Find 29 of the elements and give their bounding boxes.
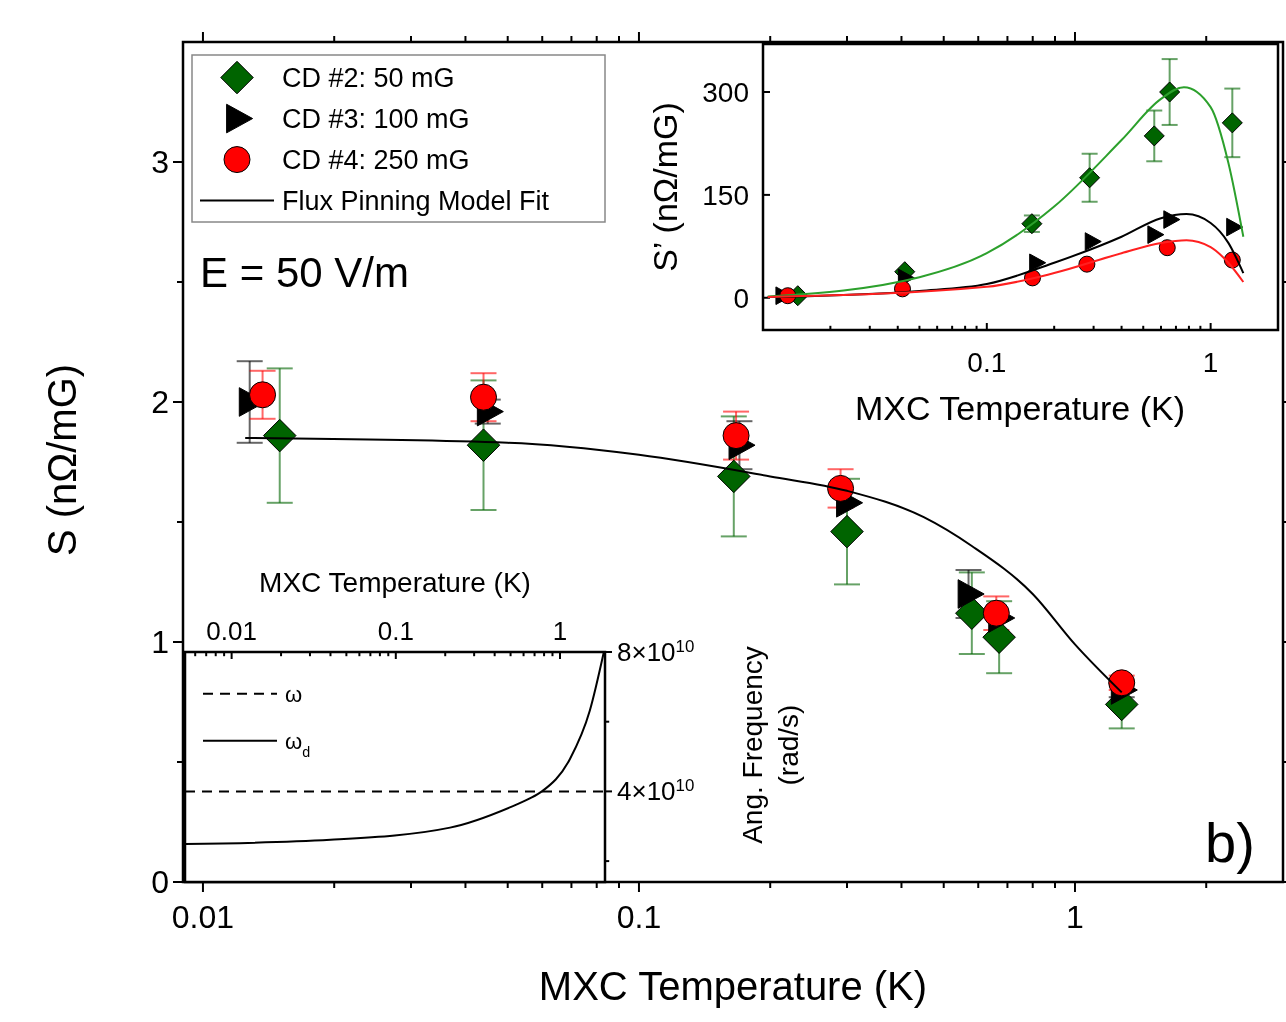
x-axis-title: MXC Temperature (K) — [854, 389, 1186, 427]
x-tick-label: 1 — [552, 616, 568, 646]
x-tick-label: 0.1 — [616, 899, 662, 935]
legend-label: CD #2: 50 mG — [282, 63, 455, 93]
x-tick-label: 0.1 — [377, 616, 414, 646]
y-tick-label: 300 — [702, 76, 749, 108]
legend-label: ω — [285, 681, 303, 707]
x-tick-label: 0.01 — [171, 899, 235, 935]
legend-label: ω$_{d}$ — [285, 728, 311, 760]
y-axis-title: S (nΩ/mG) — [39, 363, 84, 557]
x-axis-title: MXC Temperature (K) — [259, 567, 531, 598]
y-axis-title: Ang. Frequency (rad/s) — [737, 646, 805, 844]
y-tick-label: 4×10$^{10}$ — [617, 775, 695, 807]
y-tick-label: 0 — [151, 864, 169, 901]
x-tick-label: 0.01 — [206, 616, 257, 646]
y-tick-label: 8×10$^{10}$ — [617, 636, 695, 668]
x-tick-label: 1 — [1066, 899, 1084, 935]
y-tick-label: 0 — [733, 282, 749, 314]
legend-label: Flux Pinning Model Fit — [282, 186, 550, 216]
y-tick-label: 2 — [151, 384, 169, 421]
y-axis-title: S’ (nΩ/mG) — [645, 102, 684, 272]
x-tick-label: 0.1 — [967, 347, 1007, 378]
y-tick-label: 3 — [151, 144, 169, 181]
annotation: E = 50 V/m — [200, 249, 409, 296]
annotation: b) — [1205, 811, 1255, 874]
y-tick-label: 150 — [702, 179, 749, 211]
legend-label: CD #4: 250 mG — [282, 145, 470, 175]
legend-label: CD #3: 100 mG — [282, 104, 470, 134]
x-axis-title: MXC Temperature (K) — [538, 964, 928, 1008]
